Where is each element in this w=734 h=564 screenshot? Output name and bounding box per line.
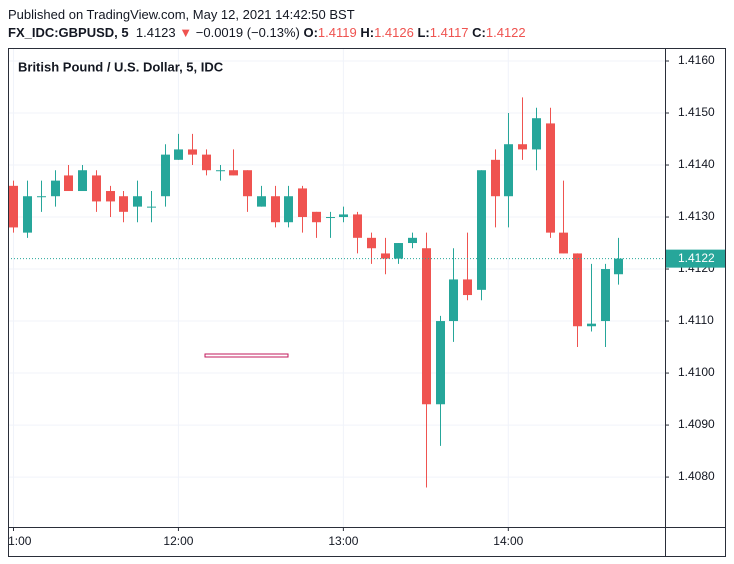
candle-body <box>64 175 73 192</box>
candle-body <box>312 211 321 223</box>
candle-body <box>587 323 596 327</box>
candle-body <box>133 196 142 207</box>
candle-body <box>436 321 445 405</box>
candle-body <box>119 196 128 212</box>
candle-body <box>271 196 280 223</box>
candle-body <box>422 248 431 405</box>
candle-body <box>229 170 238 176</box>
x-tick-label: 14:00 <box>493 534 523 548</box>
candle-body <box>9 185 18 228</box>
drawing-line <box>204 353 289 358</box>
y-tick-label: 1.4110 <box>678 313 714 327</box>
candle-body <box>78 170 87 192</box>
published-line: Published on TradingView.com, May 12, 20… <box>8 7 355 22</box>
x-tick-label: 12:00 <box>163 534 193 548</box>
close-value: 1.4122 <box>485 25 526 40</box>
candle-body <box>257 196 266 207</box>
candle-body <box>243 170 252 197</box>
candle-body <box>92 175 101 202</box>
last-price-box <box>666 249 725 268</box>
y-tick-label: 1.4150 <box>678 105 715 119</box>
candle-body <box>546 123 555 233</box>
candle-body <box>353 214 362 238</box>
candle-body <box>37 196 46 198</box>
candle-body <box>559 232 568 254</box>
y-tick-label: 1.4080 <box>678 469 715 483</box>
candle-body <box>477 170 486 290</box>
candle-body <box>106 191 115 202</box>
candle-body <box>284 196 293 223</box>
candle-body <box>326 217 335 219</box>
candle-body <box>23 196 32 233</box>
y-tick-label: 1.4090 <box>678 417 715 431</box>
candle-body <box>188 149 197 155</box>
candle-body <box>202 154 211 171</box>
x-tick-label: 13:00 <box>328 534 358 548</box>
candle-body <box>394 243 403 259</box>
low-label: L: <box>417 25 430 40</box>
high-label: H: <box>360 25 375 40</box>
candle-body <box>339 214 348 218</box>
candle-body <box>298 188 307 218</box>
marks-layer <box>8 97 665 488</box>
down-arrow: ▼ <box>179 25 193 40</box>
candle-body <box>216 170 225 172</box>
candle-body <box>601 269 610 322</box>
candle-body <box>147 206 156 208</box>
y-tick-label: 1.4140 <box>678 157 715 171</box>
last-price: 1.4123 <box>135 25 176 40</box>
candle-body <box>491 159 500 197</box>
symbol: FX_IDC:GBPUSD, 5 <box>8 25 129 40</box>
candle-body <box>504 144 513 197</box>
candle-body <box>449 279 458 322</box>
y-tick-label: 1.4100 <box>678 365 715 379</box>
candle-body <box>367 237 376 249</box>
last-price-label: 1.4122 <box>678 251 715 265</box>
y-tick-label: 1.4160 <box>678 53 715 67</box>
low-value: 1.4117 <box>429 25 469 40</box>
candle-body <box>174 149 183 160</box>
candle-body <box>381 253 390 259</box>
high-value: 1.4126 <box>374 25 414 40</box>
candle-body <box>463 279 472 296</box>
symbol-line: FX_IDC:GBPUSD, 5 1.4123 ▼ −0.0019 (−0.13… <box>8 25 526 40</box>
chart-title: British Pound / U.S. Dollar, 5, IDC <box>18 59 224 74</box>
candle-body <box>51 180 60 197</box>
candle-body <box>532 118 541 150</box>
candle-body <box>408 237 417 244</box>
close-label: C: <box>472 25 486 40</box>
frame <box>8 48 726 557</box>
grid-layer <box>8 48 665 527</box>
x-tick-label: 1:00 <box>8 534 32 548</box>
candle-body <box>518 144 527 150</box>
candle-body <box>573 253 582 327</box>
candle-body <box>614 258 623 275</box>
y-tick-label: 1.4130 <box>678 209 715 223</box>
open-label: O: <box>303 25 318 40</box>
candle-body <box>161 154 170 197</box>
change: −0.0019 (−0.13%) <box>195 25 300 40</box>
open-value: 1.4119 <box>317 25 357 40</box>
